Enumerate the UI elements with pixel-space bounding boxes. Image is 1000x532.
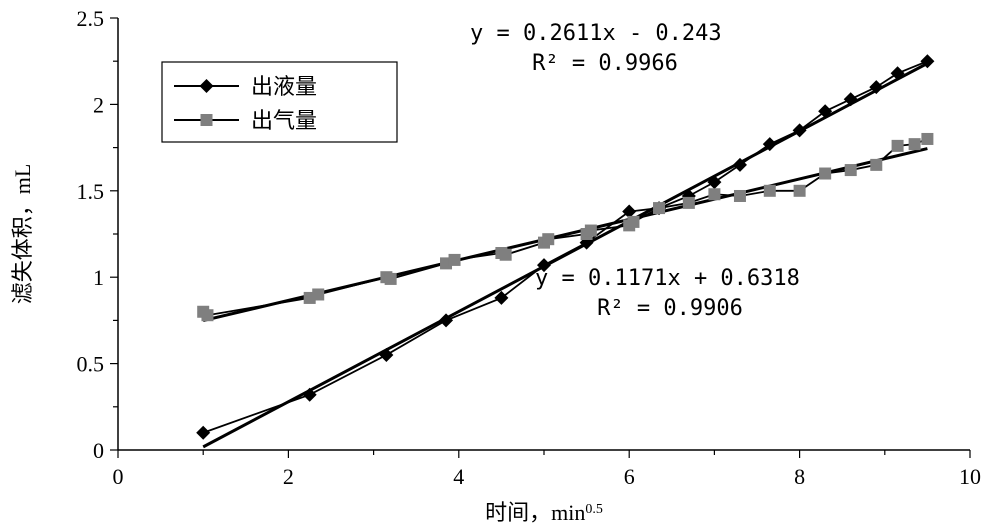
data-point [909, 138, 921, 150]
data-point [627, 216, 639, 228]
data-point [708, 188, 720, 200]
data-point [794, 185, 806, 197]
data-point [683, 197, 695, 209]
equation-text: R² = 0.9906 [597, 296, 743, 321]
y-tick-label: 2 [93, 92, 104, 117]
plot-background [0, 0, 1000, 532]
x-tick-label: 4 [453, 464, 464, 489]
data-point [870, 159, 882, 171]
y-axis-title: 滤失体积，mL [10, 164, 35, 305]
data-point [312, 288, 324, 300]
data-point [653, 202, 665, 214]
equation-text: y = 0.2611x - 0.243 [470, 21, 722, 46]
data-point [764, 185, 776, 197]
data-point [845, 164, 857, 176]
data-point [201, 114, 213, 126]
x-tick-label: 8 [794, 464, 805, 489]
data-point [921, 133, 933, 145]
y-tick-label: 0 [93, 438, 104, 463]
x-tick-label: 10 [959, 464, 981, 489]
legend-label: 出液量 [251, 74, 317, 99]
y-tick-label: 2.5 [77, 6, 105, 31]
data-point [449, 254, 461, 266]
chart-container: 0 2 4 6 8 10 0 0.5 1 1.5 2 2.5 时间，min0.5 滤失体积，mL y = 0… [0, 0, 1000, 532]
y-tick-label: 1.5 [77, 179, 105, 204]
equation-text: R² = 0.9966 [532, 51, 678, 76]
x-tick-label: 6 [624, 464, 635, 489]
x-axis-title: 时间，min0.5 [485, 500, 603, 525]
equation-text: y = 0.1171x + 0.6318 [535, 266, 800, 291]
data-point [892, 140, 904, 152]
y-tick-label: 1 [93, 265, 104, 290]
data-point [585, 225, 597, 237]
data-point [385, 273, 397, 285]
legend-label: 出气量 [251, 108, 317, 133]
data-point [201, 309, 213, 321]
x-tick-label: 2 [283, 464, 294, 489]
data-point [500, 249, 512, 261]
data-point [542, 233, 554, 245]
data-point [734, 190, 746, 202]
x-tick-label: 0 [113, 464, 124, 489]
data-point [819, 168, 831, 180]
y-tick-label: 0.5 [77, 352, 105, 377]
